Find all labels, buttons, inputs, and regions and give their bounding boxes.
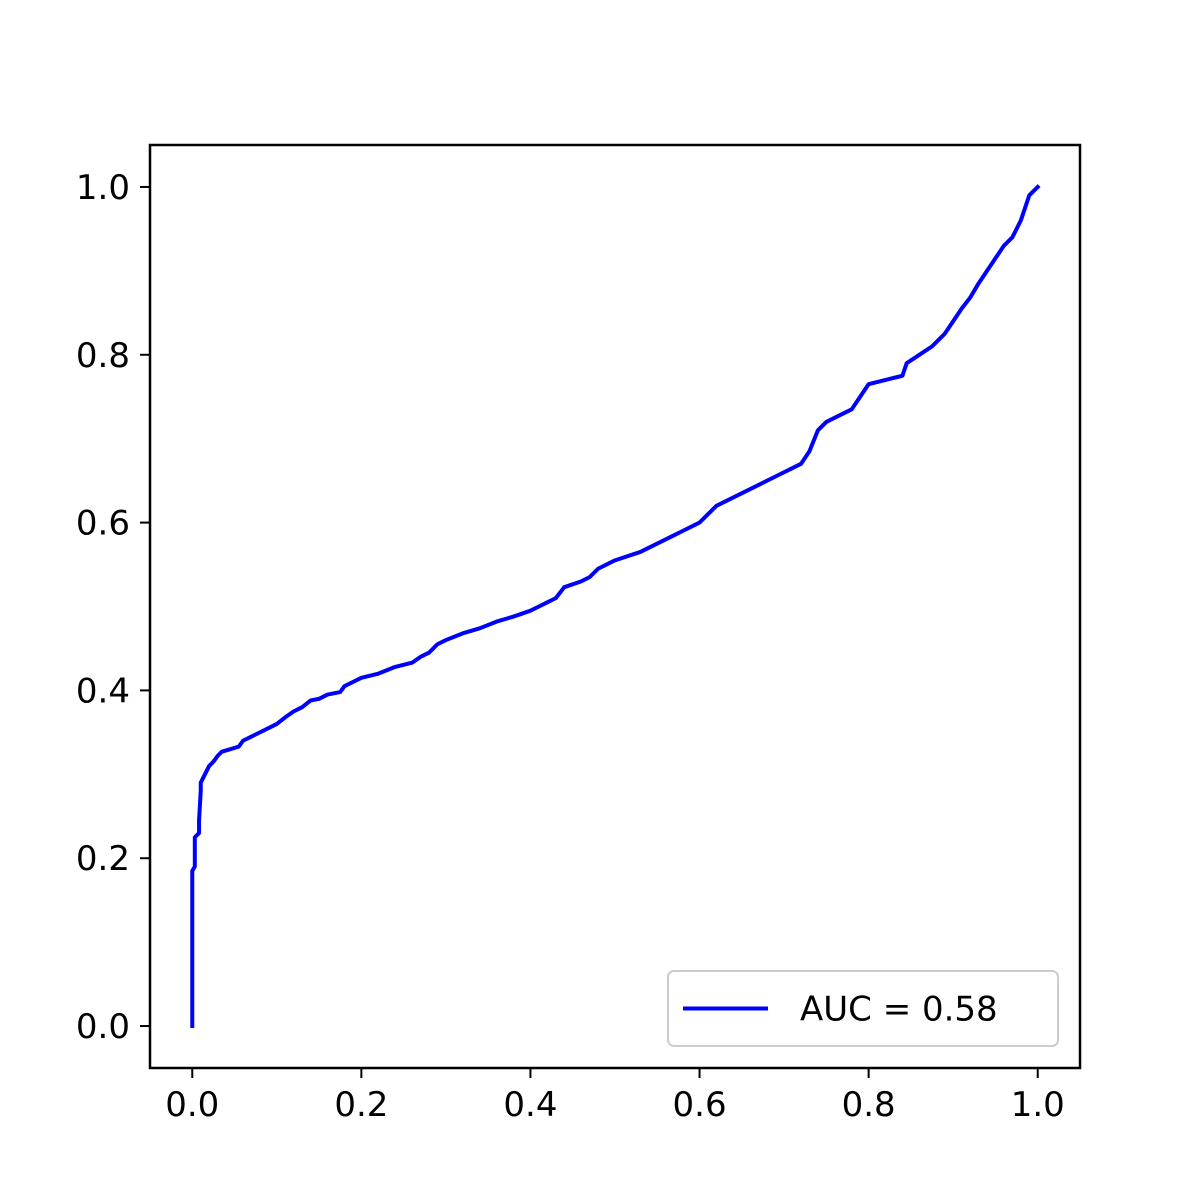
y-tick-label: 1.0 <box>76 168 130 208</box>
axes-frame <box>148 143 1082 1070</box>
legend-label: AUC = 0.58 <box>800 990 998 1030</box>
legend-box <box>667 970 1059 1047</box>
y-tick-label: 0.2 <box>76 839 130 879</box>
plot-area <box>190 184 1041 1029</box>
y-tick-label: 0.4 <box>76 671 130 711</box>
x-tick-label: 0.4 <box>503 1085 557 1125</box>
axes: 0.0 0.2 0.4 0.6 0.8 1.0 0.0 0.2 0.4 0.6 0.8 1.0 <box>76 143 1082 1125</box>
x-tick-label: 0.0 <box>165 1085 219 1125</box>
y-tick-label: 0.8 <box>76 336 130 376</box>
x-tick-label: 1.0 <box>1011 1085 1065 1125</box>
y-tick-label: 0.0 <box>76 1007 130 1047</box>
series-line-0 <box>190 184 1041 1029</box>
x-tick-label: 0.8 <box>842 1085 896 1125</box>
y-tick-label: 0.6 <box>76 504 130 544</box>
x-tick-label: 0.2 <box>334 1085 388 1125</box>
legend: AUC = 0.58 <box>667 970 1059 1047</box>
x-tick-label: 0.6 <box>673 1085 727 1125</box>
